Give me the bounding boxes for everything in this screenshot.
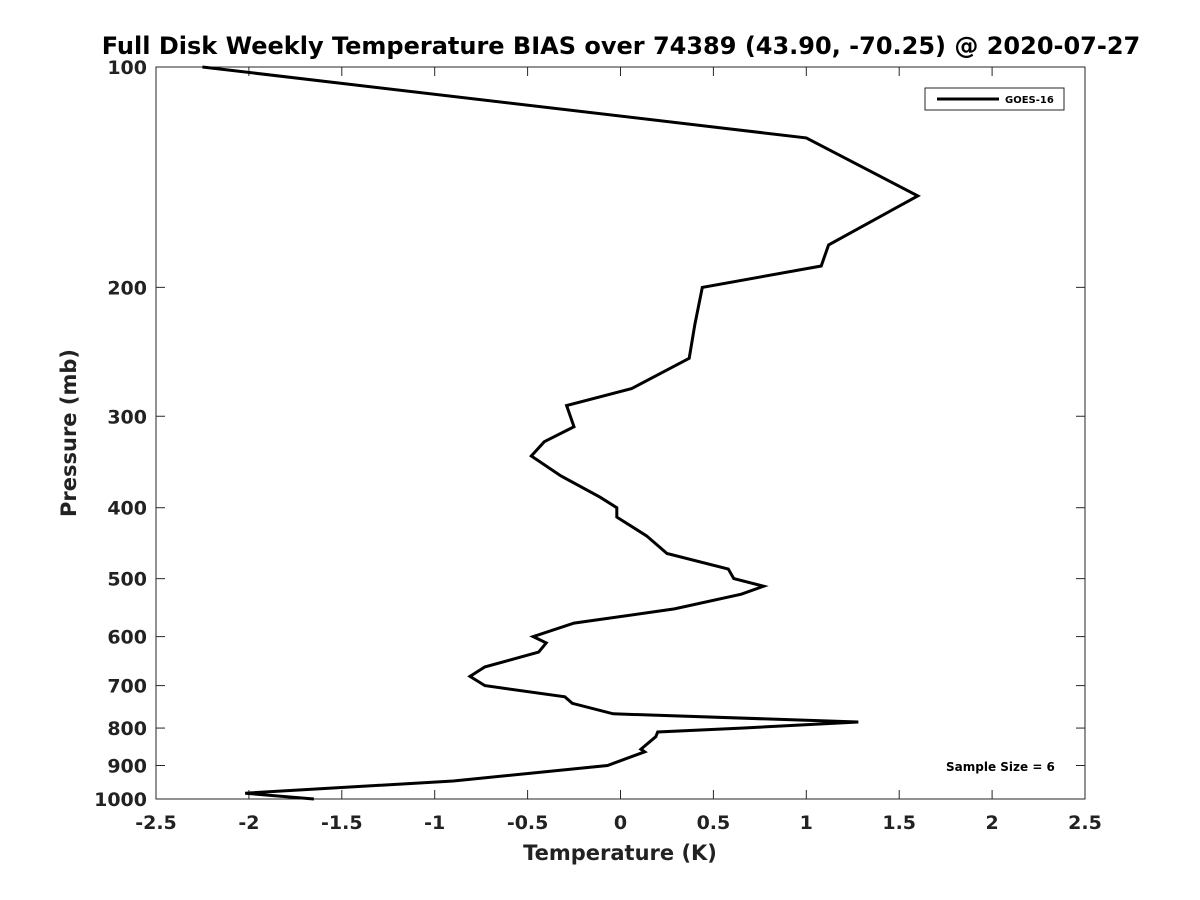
x-axis-label: Temperature (K): [523, 841, 717, 865]
x-axis: -2.5 -2 -1.5 -1 -0.5 0 0.5 1 1.5 2 2.5: [135, 67, 1102, 834]
y-axis: 100 200 300 400 500 600 700 800 900 1000: [94, 57, 1085, 811]
y-tick-label: 900: [107, 756, 147, 778]
x-tick-label: 1: [800, 812, 813, 834]
y-tick-label: 400: [107, 498, 147, 520]
y-tick-label: 500: [107, 569, 147, 591]
x-tick-label: 2: [985, 812, 998, 834]
x-tick-label: 1.5: [882, 812, 916, 834]
y-tick-label: 200: [107, 277, 147, 299]
x-tick-label: -1.5: [321, 812, 363, 834]
series-line-goes-16: [202, 65, 921, 801]
x-tick-label: 0.5: [697, 812, 731, 834]
x-tick-label: -1: [424, 812, 445, 834]
y-tick-label: 300: [107, 406, 147, 428]
y-tick-label: 700: [107, 676, 147, 698]
sample-size-annotation: Sample Size = 6: [946, 760, 1055, 774]
y-tick-label: 100: [107, 57, 147, 79]
y-tick-label: 800: [107, 718, 147, 740]
x-tick-label: -2: [238, 812, 259, 834]
y-tick-label: 1000: [94, 789, 147, 811]
legend-entry-label: GOES-16: [1005, 95, 1054, 106]
legend: GOES-16: [924, 87, 1065, 111]
plot-area-frame: [155, 66, 1086, 800]
x-tick-label: -2.5: [135, 812, 177, 834]
x-tick-label: 0: [614, 812, 627, 834]
y-tick-label: 600: [107, 627, 147, 649]
y-axis-label: Pressure (mb): [57, 349, 81, 517]
x-tick-label: -0.5: [507, 812, 549, 834]
x-tick-label: 2.5: [1068, 812, 1102, 834]
chart-title: Full Disk Weekly Temperature BIAS over 7…: [102, 32, 1141, 60]
